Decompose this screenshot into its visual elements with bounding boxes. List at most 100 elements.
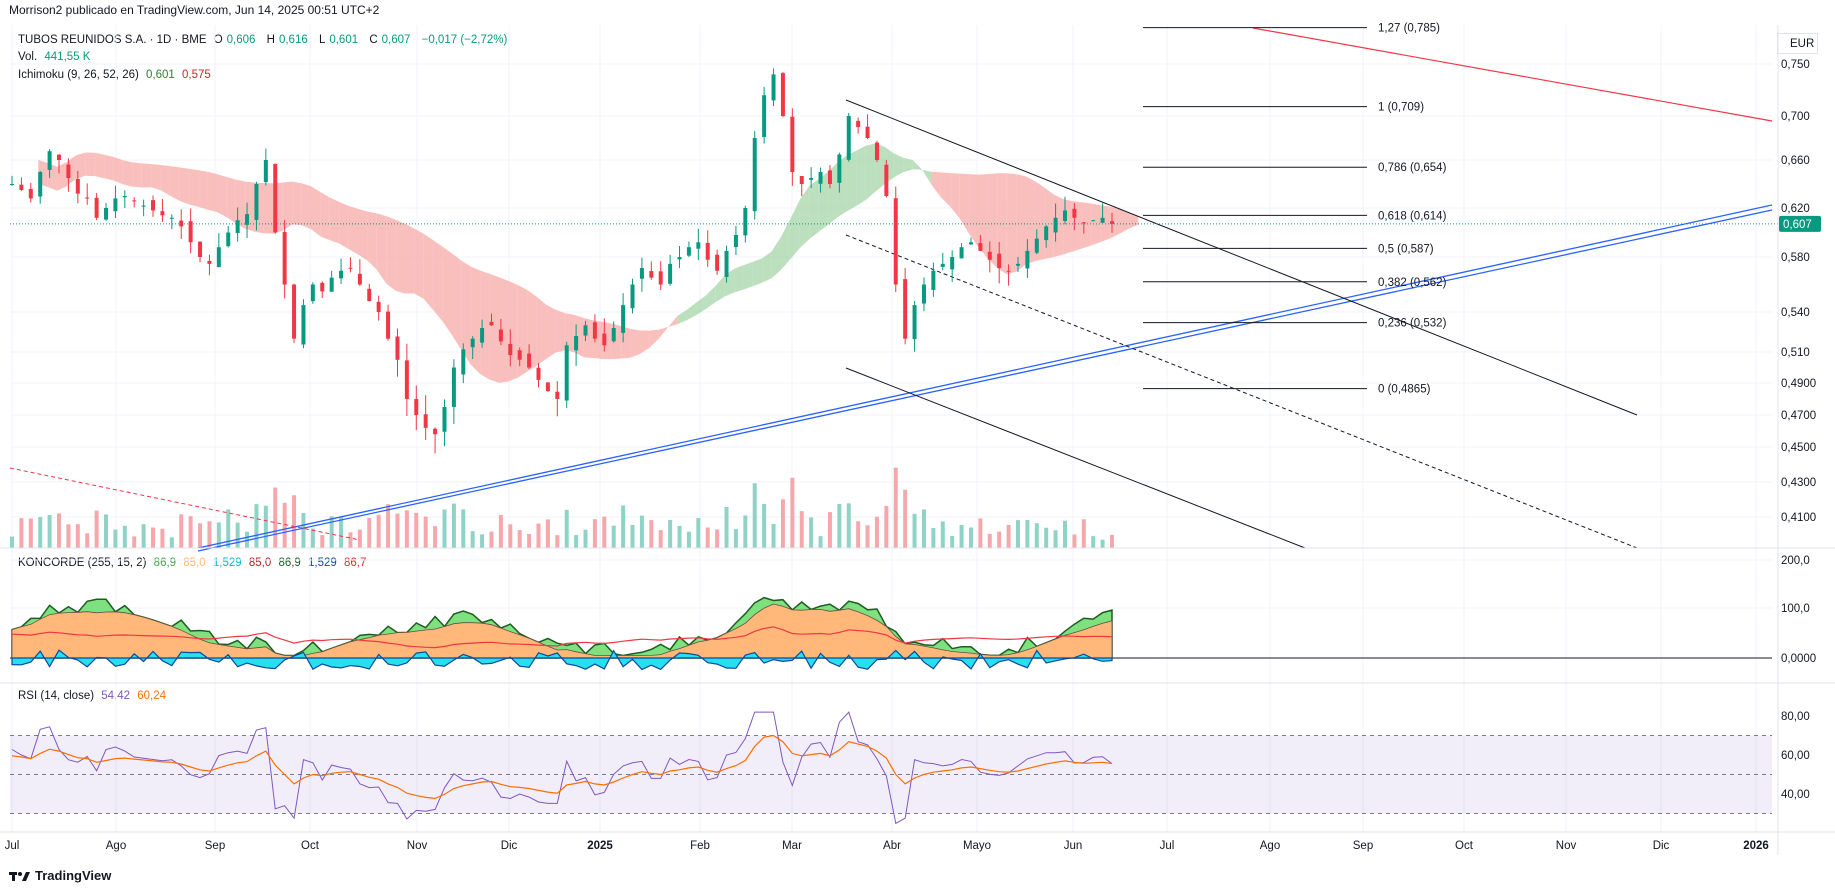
low-value: 0,601 (329, 34, 359, 46)
volume-bar (696, 518, 701, 548)
x-tick-label: Jul (5, 840, 20, 852)
volume-bar (856, 521, 861, 548)
volume-bar (442, 509, 447, 548)
volume-bar (301, 512, 306, 548)
volume-bar (630, 524, 635, 548)
volume-bar (404, 510, 409, 548)
candle-body (592, 322, 597, 339)
candle-body (743, 208, 748, 236)
x-tick-label: Ago (106, 840, 126, 852)
cloud-segment (922, 169, 932, 185)
fibonacci-retracement[interactable]: 1,27 (0,785) 1 (0,709) 0,786 (0,654) 0,618 … (1143, 23, 1447, 396)
y-tick-label: 0,4100 (1781, 512, 1816, 524)
cloud-segment (1006, 173, 1017, 275)
cloud-segment (339, 201, 349, 250)
cloud-segment (931, 171, 941, 198)
volume-bar (874, 516, 879, 548)
koncorde-ma-line (11, 626, 1113, 649)
candle-body (536, 367, 541, 380)
candle-body (1062, 210, 1067, 221)
candle-body (950, 257, 955, 270)
ichimoku-legend[interactable]: Ichimoku (9, 26, 52, 26) 0,601 0,575 (18, 69, 215, 81)
volume-bar (414, 512, 419, 548)
cloud-segment (677, 309, 688, 325)
cloud-segment (442, 246, 452, 336)
volume-bar (931, 528, 936, 548)
candle-body (188, 221, 193, 243)
x-tick-label: Oct (1455, 840, 1474, 852)
candle-body (762, 95, 767, 138)
cloud-segment (301, 183, 311, 230)
y-tick-label: 0,4300 (1781, 477, 1816, 489)
cloud-segment (865, 143, 876, 200)
fib-level-label: 0,786 (0,654) (1378, 162, 1447, 174)
volume-legend[interactable]: Vol. 441,55 K (18, 51, 94, 63)
volume-bar (602, 516, 607, 548)
candle-body (574, 336, 579, 351)
volume-bar (1072, 534, 1077, 548)
volume-bar (1025, 520, 1030, 548)
x-tick-label: Nov (407, 840, 428, 852)
volume-bar (583, 529, 588, 548)
candle-body (442, 407, 447, 432)
volume-bar (104, 514, 109, 548)
candle-body (856, 120, 861, 127)
volume-bar (1044, 527, 1049, 548)
volume-bar (132, 536, 137, 548)
candle-body (132, 200, 137, 202)
volume-bar (47, 515, 52, 548)
volume-bar (743, 515, 748, 548)
rsi-value-2: 60,24 (137, 690, 167, 702)
volume-bar (169, 537, 174, 548)
volume-bar (724, 506, 729, 548)
candle-body (921, 284, 926, 304)
volume-bar (827, 512, 832, 548)
cloud-segment (658, 327, 669, 339)
volume-bars (10, 467, 1114, 548)
cloud-segment (781, 218, 791, 270)
volume-bar (10, 536, 14, 548)
volume-bar (376, 514, 381, 548)
y-tick-label: 0,0000 (1781, 653, 1816, 665)
cloud-segment (959, 173, 970, 234)
cloud-segment (320, 192, 330, 241)
publisher-header: Morrison2 publicado en TradingView.com, … (9, 3, 380, 17)
candle-body (348, 267, 353, 269)
symbol-name[interactable]: TUBOS REUNIDOS S.A. · 1D · BME (18, 34, 207, 46)
cloud-segment (169, 166, 180, 201)
candle-body (94, 197, 99, 218)
candle-body (715, 254, 720, 271)
cloud-segment (179, 167, 189, 205)
volume-bar (517, 530, 522, 548)
candle-body (527, 353, 532, 368)
rsi-pane (10, 711, 1772, 825)
volume-bar (423, 516, 428, 548)
candle-body (414, 399, 419, 415)
candle-body (28, 188, 33, 199)
trend-drawings[interactable] (9, 27, 1778, 552)
volume-bar (762, 503, 767, 548)
volume-bar (658, 530, 663, 548)
volume-bar (715, 529, 720, 548)
cloud-segment (705, 286, 716, 310)
cloud-segment (226, 176, 236, 224)
volume-bar (1034, 523, 1039, 548)
cloud-segment (132, 162, 142, 188)
candle-body (611, 328, 616, 342)
volume-bar (433, 526, 438, 548)
volume-bar (564, 509, 569, 548)
open-value: 0,606 (226, 34, 256, 46)
candle-body (198, 241, 203, 257)
cloud-segment (395, 219, 405, 294)
volume-bar (846, 503, 851, 548)
cloud-segment (188, 168, 199, 207)
candle-body (292, 284, 297, 339)
volume-bar (677, 525, 682, 548)
tradingview-logo[interactable]: TradingView (9, 868, 111, 883)
candlesticks[interactable] (10, 68, 1114, 454)
volume-bar (733, 529, 738, 548)
candle-body (451, 367, 456, 407)
cloud-segment (715, 275, 725, 303)
